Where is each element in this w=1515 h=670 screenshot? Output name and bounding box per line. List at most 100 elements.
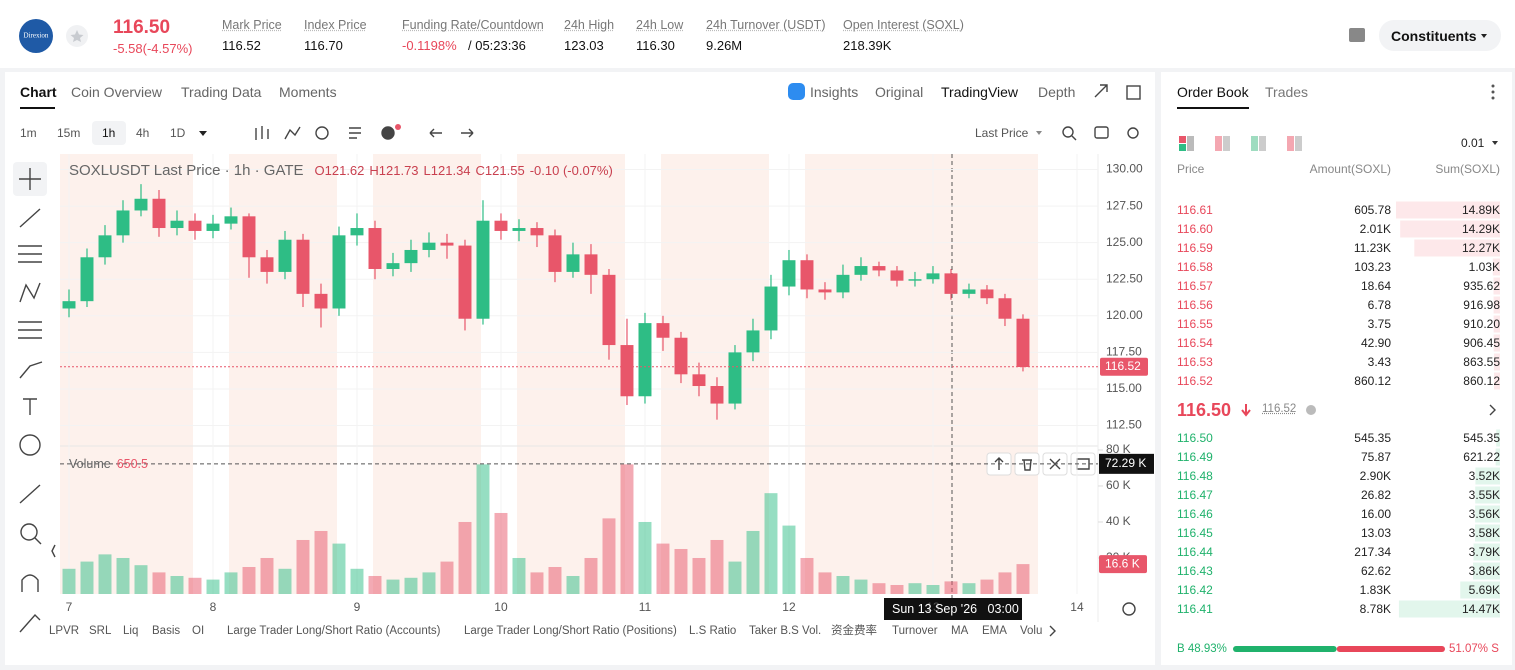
price-type[interactable]: Last Price <box>975 126 1029 140</box>
book-sum: 5.69K <box>1468 583 1500 597</box>
book-amount: 75.87 <box>1360 450 1391 464</box>
book-price: 116.41 <box>1177 602 1213 616</box>
book-amount: 6.78 <box>1367 298 1391 312</box>
book-sum: 3.58K <box>1468 526 1500 540</box>
indicator[interactable]: Taker B.S Vol. <box>749 625 822 637</box>
indicator[interactable]: Liq <box>123 625 139 637</box>
col-head: Amount(SOXL) <box>1309 162 1391 176</box>
book-sum: 3.56K <box>1468 507 1500 521</box>
book-sum: 863.55 <box>1463 355 1500 369</box>
interval[interactable]: 1h <box>102 126 116 140</box>
indicator[interactable]: Large Trader Long/Short Ratio (Accounts) <box>227 625 441 637</box>
indicator[interactable]: Large Trader Long/Short Ratio (Positions… <box>464 625 677 637</box>
view-tab[interactable]: TradingView <box>941 84 1019 100</box>
book-sum: 935.62 <box>1463 279 1500 293</box>
book-price: 116.52 <box>1177 374 1213 388</box>
book-price: 116.55 <box>1177 317 1213 331</box>
book-amount: 62.62 <box>1360 564 1391 578</box>
chart-tab[interactable]: Coin Overview <box>71 84 163 100</box>
chart-tab[interactable]: Moments <box>279 84 337 100</box>
indicator[interactable]: 资金费率 <box>831 625 877 637</box>
indicator[interactable]: L.S Ratio <box>689 625 737 637</box>
mid-price: 116.50 <box>1177 400 1232 420</box>
stat-value: 116.30 <box>636 38 675 53</box>
price-change: -5.58(-4.57%) <box>113 41 193 56</box>
book-amount: 8.78K <box>1359 602 1391 616</box>
volume-legend: Volume 650.5 <box>69 458 148 471</box>
book-price: 116.46 <box>1177 507 1213 521</box>
book-amount: 1.83K <box>1359 583 1391 597</box>
interval[interactable]: 1D <box>170 126 186 140</box>
book-price: 116.58 <box>1177 260 1213 274</box>
book-tab[interactable]: Trades <box>1265 84 1309 100</box>
book-sum: 3.52K <box>1468 469 1500 483</box>
book-sum: 14.89K <box>1461 203 1500 217</box>
stat-label: Open Interest (SOXL) <box>843 18 964 32</box>
chart-tab[interactable]: Trading Data <box>181 84 262 100</box>
view-tab[interactable]: Depth <box>1038 84 1076 100</box>
buy-ratio: B 48.93% <box>1177 643 1227 655</box>
book-sum: 860.12 <box>1463 374 1500 388</box>
stat-value: 116.52 <box>222 38 261 53</box>
legend-open: O121.62 <box>314 163 365 178</box>
stat-label: 24h Low <box>636 18 684 32</box>
book-sum: 12.27K <box>1461 241 1500 255</box>
book-sum: 545.35 <box>1463 431 1500 445</box>
interval[interactable]: 1m <box>20 126 37 140</box>
indicator[interactable]: Turnover <box>892 625 938 637</box>
book-sum: 14.29K <box>1461 222 1500 236</box>
book-sum: 906.45 <box>1463 336 1500 350</box>
precision[interactable]: 0.01 <box>1461 136 1485 150</box>
indicator[interactable]: Volu <box>1020 625 1043 637</box>
book-price: 116.61 <box>1177 203 1213 217</box>
book-sum: 621.22 <box>1463 450 1500 464</box>
indicator[interactable]: MA <box>951 625 969 637</box>
stat-label: Funding Rate/Countdown <box>402 18 544 32</box>
book-price: 116.50 <box>1177 431 1213 445</box>
stat-value: 218.39K <box>843 38 892 53</box>
indicator[interactable]: OI <box>192 625 205 637</box>
book-amount: 2.90K <box>1359 469 1391 483</box>
book-sum: 3.55K <box>1468 488 1500 502</box>
legend-close: C121.55 <box>475 163 525 178</box>
book-price: 116.44 <box>1177 545 1213 559</box>
book-amount: 42.90 <box>1360 336 1391 350</box>
book-sum: 1.03K <box>1468 260 1500 274</box>
book-sum: 3.86K <box>1468 564 1500 578</box>
book-price: 116.54 <box>1177 336 1213 350</box>
stat-value: 9.26M <box>706 38 743 53</box>
mark-price: 116.52 <box>1262 403 1297 415</box>
stat-label: Mark Price <box>222 18 282 32</box>
book-amount: 3.75 <box>1367 317 1391 331</box>
book-amount: 3.43 <box>1367 355 1391 369</box>
stat-value: 116.70 <box>304 38 343 53</box>
indicator[interactable]: LPVR <box>49 625 80 637</box>
view-tab[interactable]: Original <box>875 84 924 100</box>
book-amount: 217.34 <box>1354 545 1391 559</box>
constituents-label[interactable]: Constituents <box>1391 28 1477 44</box>
stat-extra: / 05:23:36 <box>468 38 526 53</box>
stat-label: Index Price <box>304 18 367 32</box>
book-price: 116.42 <box>1177 583 1213 597</box>
book-sum: 3.79K <box>1468 545 1500 559</box>
sell-ratio: 51.07% S <box>1449 643 1499 655</box>
crosshair-time: Sun 13 Sep '26 03:00 <box>892 602 1019 616</box>
legend: SOXLUSDT Last Price · 1h · GATE O121.62 H1… <box>69 163 613 178</box>
book-amount: 16.00 <box>1360 507 1391 521</box>
indicator[interactable]: Basis <box>152 625 181 637</box>
book-price: 116.60 <box>1177 222 1213 236</box>
view-tab[interactable]: Insights <box>810 84 859 100</box>
indicator[interactable]: SRL <box>89 625 112 637</box>
interval[interactable]: 15m <box>57 126 81 140</box>
book-sum: 14.47K <box>1461 602 1500 616</box>
legend-low: L121.34 <box>423 163 471 178</box>
book-price: 116.56 <box>1177 298 1213 312</box>
interval[interactable]: 4h <box>136 126 150 140</box>
book-tab[interactable]: Order Book <box>1177 84 1249 100</box>
chart-tab[interactable]: Chart <box>20 84 57 100</box>
book-price: 116.45 <box>1177 526 1213 540</box>
book-sum: 916.98 <box>1463 298 1500 312</box>
indicator[interactable]: EMA <box>982 625 1007 637</box>
book-sum: 910.20 <box>1463 317 1500 331</box>
